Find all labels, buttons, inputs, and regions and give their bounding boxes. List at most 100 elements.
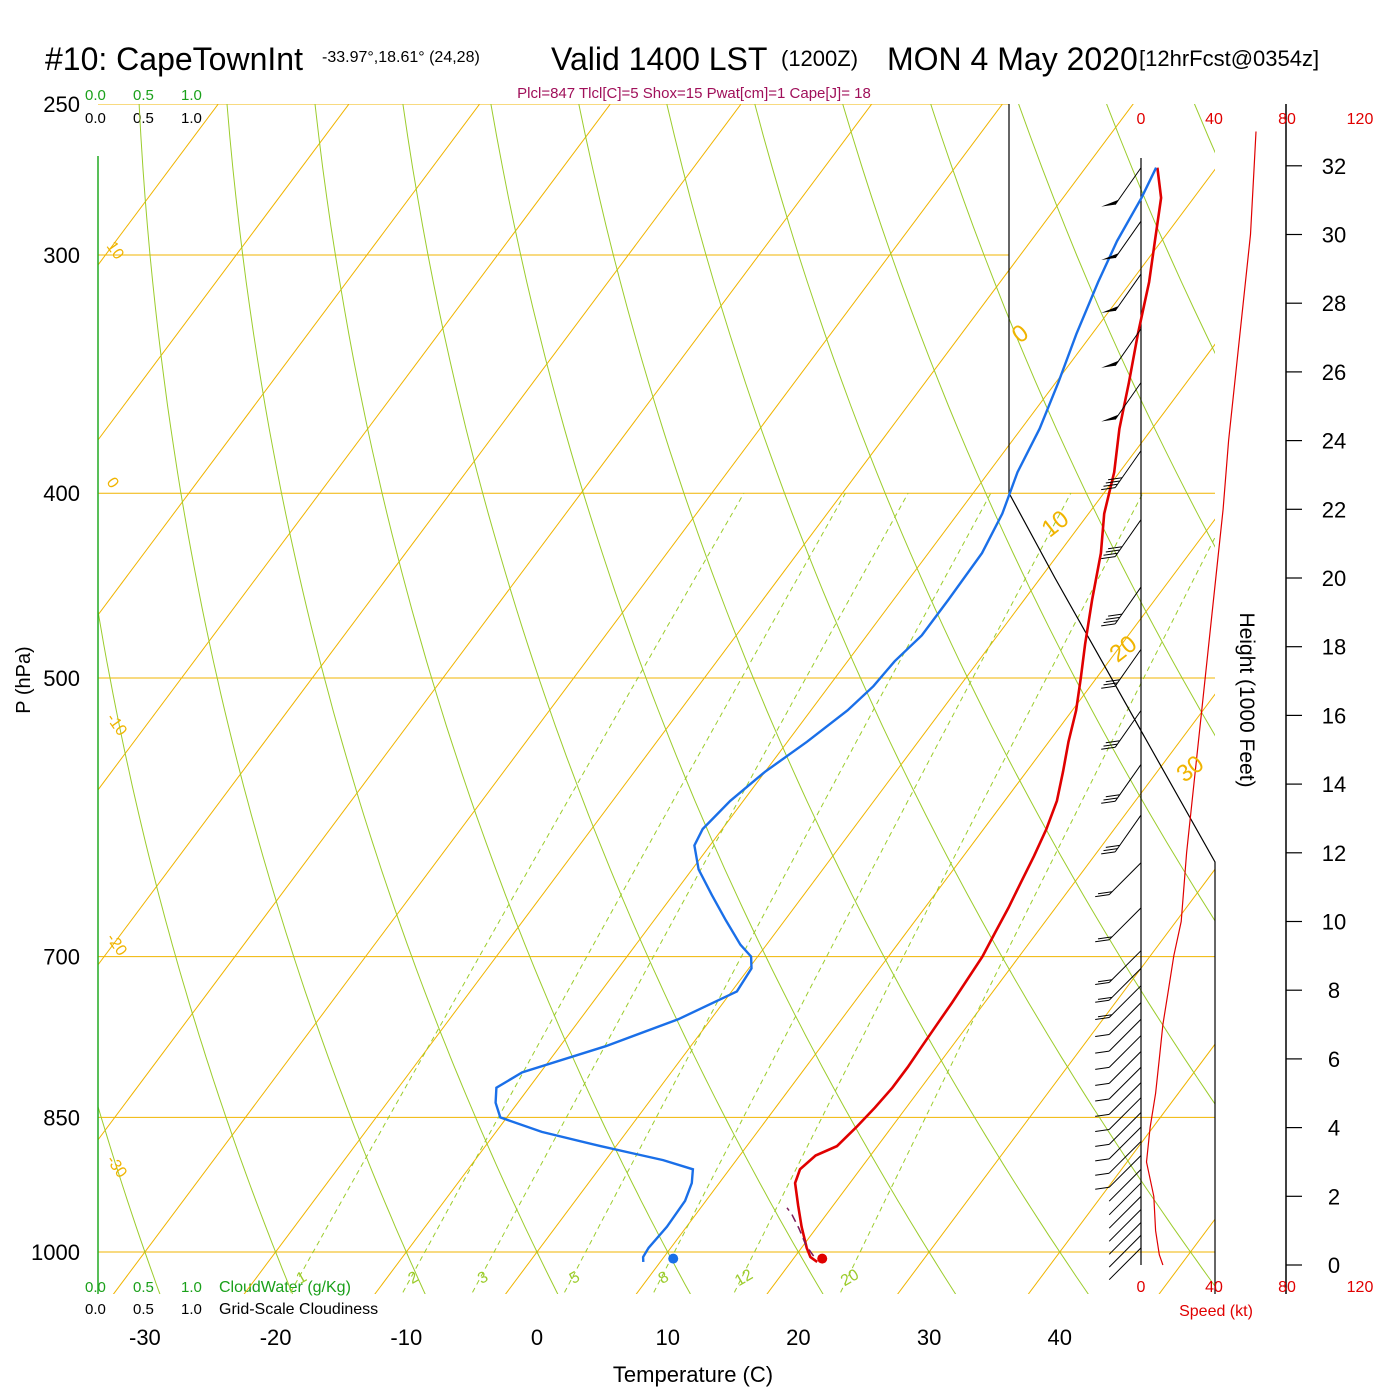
isobar-lines xyxy=(98,104,1215,1253)
barb-staff xyxy=(1108,1126,1142,1160)
height-tick-label: 22 xyxy=(1322,497,1346,522)
parcel-trace xyxy=(786,1207,815,1257)
barb-staff xyxy=(1108,1051,1142,1084)
barb-feather xyxy=(1095,1066,1110,1070)
barb-staff xyxy=(1108,1066,1142,1100)
wind-barb xyxy=(1101,764,1142,804)
barb-staff xyxy=(1108,1082,1142,1115)
barb-staff xyxy=(1114,328,1142,366)
barb-flag xyxy=(1101,306,1119,313)
mixing-ratio-label: 2 xyxy=(406,1268,422,1287)
mixing-ratio-label: 20 xyxy=(838,1266,862,1290)
height-axis-label: Height (1000 Feet) xyxy=(1235,612,1258,787)
mixing-ratio-5 xyxy=(564,492,992,1293)
barb-feather xyxy=(1108,613,1123,617)
height-tick-label: 28 xyxy=(1322,291,1346,316)
isotherm-label-right: 0 xyxy=(1007,319,1034,349)
wind-barb xyxy=(1101,649,1142,689)
height-tick-label: 2 xyxy=(1328,1184,1340,1209)
wind-barb xyxy=(1108,1247,1142,1281)
barb-feather xyxy=(1101,685,1116,689)
barb-staff xyxy=(1114,220,1142,259)
barb-feather xyxy=(1105,844,1120,848)
x-tick-label: 0 xyxy=(531,1325,543,1350)
x-tick-label: 20 xyxy=(786,1325,810,1350)
barb-feather xyxy=(1101,746,1116,750)
wind-barb xyxy=(1101,167,1142,207)
x-tick-label: 30 xyxy=(917,1325,941,1350)
mixing-ratio-8 xyxy=(653,492,1072,1293)
barb-flag xyxy=(1101,360,1119,368)
surface-dewpoint-dot xyxy=(668,1253,679,1264)
isotherm--90 xyxy=(98,104,219,266)
x-axis-ticks: -30 -20 -10 0 10 20 30 40 xyxy=(129,1325,1072,1350)
height-tick-label: 32 xyxy=(1322,154,1346,179)
height-tick-label: 4 xyxy=(1328,1116,1340,1141)
pressure-tick-label: 400 xyxy=(43,481,80,506)
surface-temperature-dot xyxy=(817,1253,828,1264)
pressure-tick-label: 500 xyxy=(43,666,80,691)
isotherm-20 xyxy=(766,693,1215,1294)
mixing-ratio-label: 12 xyxy=(732,1266,756,1290)
wind-barb xyxy=(1095,862,1142,898)
x-tick-label: -20 xyxy=(260,1325,292,1350)
wind-barb xyxy=(1095,1112,1142,1147)
wind-barb xyxy=(1108,1182,1142,1216)
barb-staff xyxy=(1108,1018,1142,1052)
wind-barb xyxy=(1101,382,1142,422)
zulu-time: (1200Z) xyxy=(781,46,858,71)
wind-barb xyxy=(1108,1222,1142,1255)
barb-feather xyxy=(1103,797,1118,801)
speed-tick-label: 120 xyxy=(1347,111,1374,128)
pressure-tick-label: 250 xyxy=(43,92,80,117)
barb-staff xyxy=(1108,1112,1142,1145)
barb-staff xyxy=(1108,1168,1142,1202)
isotherm--60 xyxy=(98,104,611,791)
barb-feather xyxy=(1097,996,1113,1000)
cloudwater-scale-top-1: 0.5 xyxy=(133,87,154,104)
forecast-info: [12hrFcst@0354z] xyxy=(1139,46,1319,71)
barb-feather xyxy=(1095,1129,1110,1132)
barb-staff xyxy=(1108,1195,1142,1229)
pressure-axis-ticks: 250 300 400 500 700 850 1000 xyxy=(31,92,80,1265)
x-tick-label: 10 xyxy=(655,1325,679,1350)
valid-date: MON 4 May 2020 xyxy=(887,41,1138,77)
barb-feather xyxy=(1105,679,1120,683)
barb-feather xyxy=(1105,794,1120,798)
isotherm-30 xyxy=(897,868,1215,1294)
mixing-ratio-1 xyxy=(290,492,745,1293)
wind-barb xyxy=(1095,1035,1142,1070)
barb-feather xyxy=(1108,546,1123,550)
isotherm-label-right: 20 xyxy=(1105,630,1143,668)
wind-barb xyxy=(1095,1126,1142,1162)
barb-staff xyxy=(1114,814,1142,853)
height-tick-label: 20 xyxy=(1322,566,1346,591)
isotherm-label-left: -20 xyxy=(103,931,130,960)
dry-adiabat-10 xyxy=(314,104,691,1294)
height-tick-label: 18 xyxy=(1322,635,1346,660)
isotherm-label-right: 30 xyxy=(1172,750,1210,788)
wind-barb xyxy=(1101,710,1142,750)
barb-staff xyxy=(1114,382,1142,420)
mixing-ratio-label: 3 xyxy=(475,1268,491,1287)
cloudwater-scale-top-0: 0.0 xyxy=(85,87,106,104)
plot-frame xyxy=(97,104,1287,1294)
speed-tick-label: 120 xyxy=(1347,1279,1374,1296)
x-axis-label: Temperature (C) xyxy=(613,1362,773,1387)
mixing-ratio-lines xyxy=(290,492,1215,1293)
barb-flag xyxy=(1101,253,1119,260)
height-tick-label: 14 xyxy=(1322,772,1346,797)
pressure-tick-label: 1000 xyxy=(31,1240,80,1265)
barb-staff xyxy=(1114,167,1142,205)
cloudwater-scale-bottom-2: 1.0 xyxy=(181,1279,202,1296)
barb-staff xyxy=(1108,907,1142,941)
mixing-ratio-label: 5 xyxy=(567,1268,583,1287)
isotherm-10 xyxy=(635,518,1215,1294)
barb-feather xyxy=(1101,556,1116,560)
valid-time: Valid 1400 LST xyxy=(551,41,767,77)
dry-adiabat-50 xyxy=(666,104,1215,1287)
barb-feather xyxy=(1103,848,1118,852)
wind-barb xyxy=(1095,907,1142,943)
barb-flag xyxy=(1101,414,1119,422)
